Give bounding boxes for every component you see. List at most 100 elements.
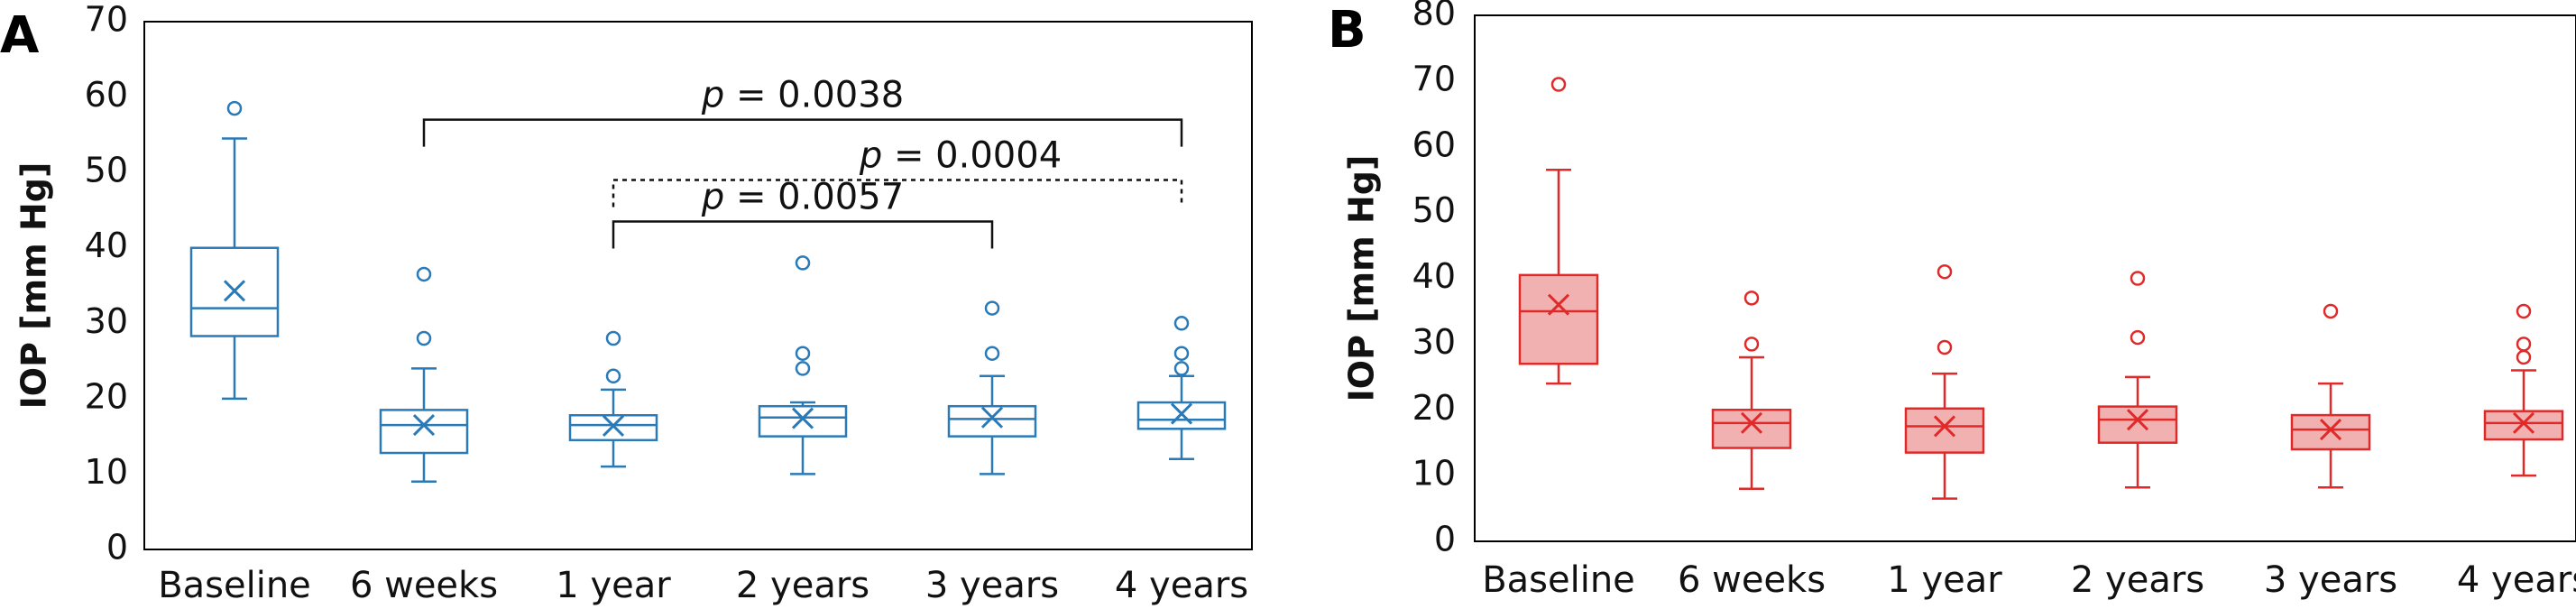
iqr-box xyxy=(2290,413,2371,451)
mean-marker xyxy=(2319,419,2342,441)
y-tick-label: 40 xyxy=(1412,256,1456,296)
outlier-point xyxy=(1173,361,1190,376)
box-plot-3 xyxy=(568,330,658,468)
x-category-label: 4 years xyxy=(2457,559,2576,601)
x-category-label: 2 years xyxy=(736,565,869,606)
y-tick-label: 60 xyxy=(1412,125,1456,164)
outlier-point xyxy=(984,346,1000,361)
y-tick-label: 0 xyxy=(106,528,128,567)
y-axis-label: IOP [mm Hg] xyxy=(1342,155,1382,402)
y-tick-label: 30 xyxy=(85,301,128,341)
x-category-label: 6 weeks xyxy=(1678,559,1826,601)
mean-marker xyxy=(1170,402,1193,425)
iqr-box xyxy=(2483,410,2564,441)
outlier-point xyxy=(2130,271,2146,286)
outlier-point xyxy=(2516,337,2532,352)
mean-marker xyxy=(980,406,1004,429)
box-plot-1 xyxy=(189,100,280,401)
box-plot-4 xyxy=(2097,271,2178,489)
panel-a-chart: A IOP [mm Hg] 0 10 20 30 40 50 60 70 Baseline 6 wee… xyxy=(0,0,1253,606)
box-plot-6 xyxy=(1136,316,1227,460)
significance-bracket: p = 0.0057 xyxy=(612,176,994,249)
y-tick-label: 20 xyxy=(1412,388,1456,428)
p-value-label: p = 0.0057 xyxy=(701,176,904,217)
iqr-box xyxy=(1711,409,1792,449)
outlier-point xyxy=(984,300,1000,316)
significance-bracket: p = 0.0004 xyxy=(612,135,1183,208)
outlier-point xyxy=(226,100,243,116)
mean-marker xyxy=(223,280,246,302)
outlier-point xyxy=(2516,349,2532,365)
x-category-label: 2 years xyxy=(2071,559,2204,601)
box-plot-5 xyxy=(2290,303,2371,489)
box-plot-5 xyxy=(947,300,1037,475)
outlier-point xyxy=(2130,329,2146,346)
box-plot-2 xyxy=(379,266,469,484)
x-category-label: 1 year xyxy=(1887,559,2002,601)
outlier-point xyxy=(795,255,811,271)
outlier-point xyxy=(416,266,432,282)
x-category-label: 6 weeks xyxy=(350,565,498,606)
outlier-point xyxy=(605,368,621,384)
y-tick-label: 40 xyxy=(85,226,128,265)
x-category-label: 3 years xyxy=(2264,559,2397,601)
outlier-point xyxy=(1937,339,1953,355)
y-tick-label: 70 xyxy=(1412,59,1456,98)
x-category-label: Baseline xyxy=(1482,559,1635,601)
outlier-point xyxy=(795,346,811,361)
iqr-box xyxy=(2097,405,2178,444)
mean-marker xyxy=(1740,411,1763,434)
y-tick-label: 50 xyxy=(85,151,128,190)
mean-marker xyxy=(1547,293,1570,316)
box-plot-1 xyxy=(1518,77,1599,385)
iqr-box xyxy=(947,404,1037,438)
x-category-label: 3 years xyxy=(925,565,1059,606)
outlier-point xyxy=(1173,346,1190,361)
x-category-label: 1 year xyxy=(556,565,671,606)
outlier-point xyxy=(1173,316,1190,331)
iqr-box xyxy=(1518,273,1599,365)
significance-bracket: p = 0.0038 xyxy=(422,75,1183,147)
panel-letter: B xyxy=(1328,1,1366,60)
iqr-box xyxy=(1904,407,1985,454)
mean-marker xyxy=(1933,415,1956,438)
bracket-line xyxy=(422,118,1183,147)
mean-marker xyxy=(412,414,436,437)
x-category-label: Baseline xyxy=(158,565,311,606)
mean-marker xyxy=(602,414,625,438)
plot-frame xyxy=(143,21,1253,550)
y-tick-label: 50 xyxy=(1412,190,1456,230)
panel-letter: A xyxy=(0,6,40,65)
y-tick-label: 20 xyxy=(85,376,128,416)
y-axis-label: IOP [mm Hg] xyxy=(14,162,54,410)
y-tick-label: 10 xyxy=(1412,454,1456,494)
y-tick-label: 0 xyxy=(1434,520,1456,559)
box-plot-6 xyxy=(2483,303,2564,477)
box-plot-3 xyxy=(1904,263,1985,500)
mean-marker xyxy=(791,407,814,429)
outlier-point xyxy=(2323,303,2339,319)
box-plot-2 xyxy=(1711,291,1792,490)
outlier-point xyxy=(2516,303,2532,319)
y-tick-label: 30 xyxy=(1412,322,1456,362)
mean-marker xyxy=(2126,409,2149,431)
outlier-point xyxy=(795,361,811,376)
y-tick-label: 80 xyxy=(1412,0,1456,33)
iqr-box xyxy=(758,404,848,438)
bracket-line xyxy=(612,179,1183,208)
iqr-box xyxy=(379,409,469,455)
plot-frame xyxy=(1474,14,2576,542)
x-category-label: 4 years xyxy=(1115,565,1248,606)
outlier-point xyxy=(605,330,621,346)
p-value-label: p = 0.0004 xyxy=(859,135,1062,177)
outlier-point xyxy=(1743,337,1760,352)
y-tick-label: 60 xyxy=(85,75,128,115)
mean-marker xyxy=(2512,411,2535,434)
outlier-point xyxy=(1937,263,1953,280)
outlier-point xyxy=(416,330,432,346)
bracket-line xyxy=(612,220,994,249)
p-value-label: p = 0.0038 xyxy=(701,75,904,116)
y-tick-label: 10 xyxy=(85,452,128,492)
y-tick-label: 70 xyxy=(85,0,128,40)
